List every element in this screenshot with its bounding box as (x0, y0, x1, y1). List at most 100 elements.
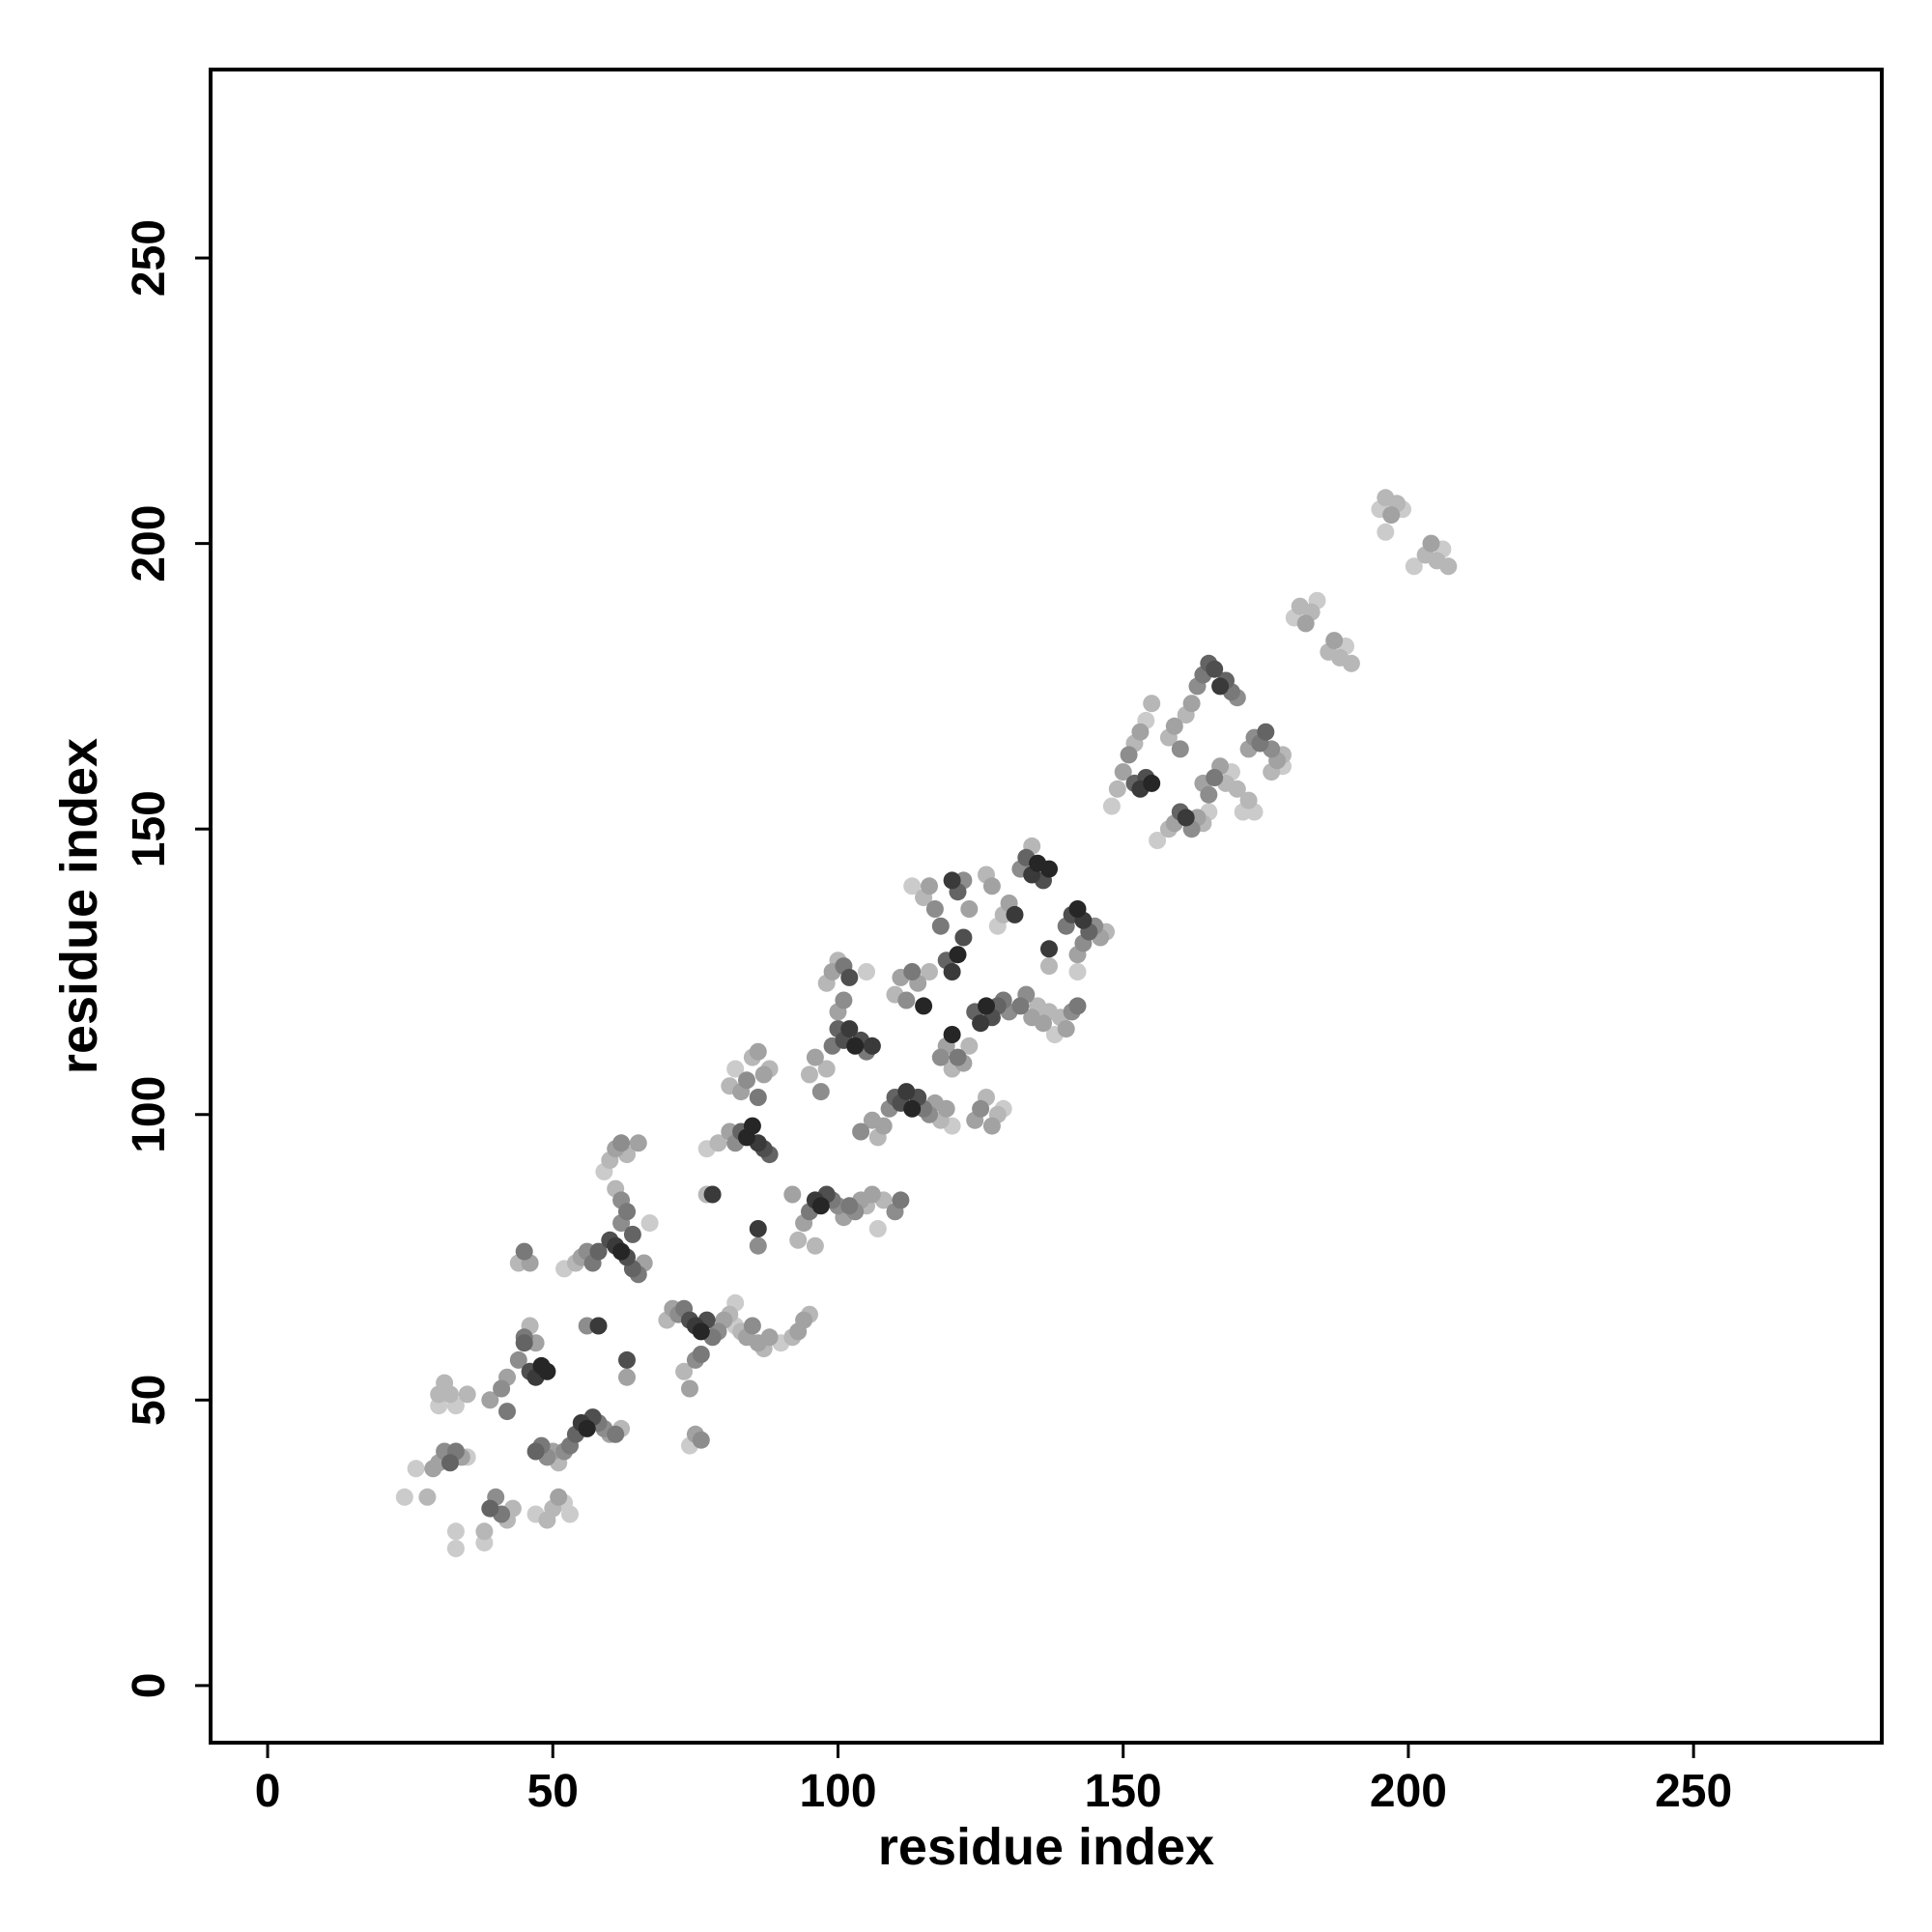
data-point (589, 1242, 608, 1261)
data-point (943, 1026, 961, 1043)
data-point (623, 1225, 641, 1243)
data-point (1171, 740, 1189, 758)
data-point (675, 1362, 694, 1380)
data-point (1405, 557, 1423, 576)
data-point (526, 1442, 545, 1461)
data-point (811, 1083, 830, 1101)
data-point (1068, 963, 1087, 980)
data-point (949, 1048, 967, 1066)
data-point (892, 1191, 910, 1209)
data-point (978, 997, 995, 1015)
data-point (446, 1540, 465, 1557)
data-point (852, 1122, 870, 1141)
data-point (789, 1231, 808, 1249)
data-point (1377, 523, 1395, 541)
data-point (846, 1037, 865, 1055)
data-point (1342, 654, 1360, 672)
data-point (1206, 660, 1224, 678)
data-point (578, 1419, 596, 1437)
data-point (726, 1060, 745, 1078)
data-point (903, 1099, 922, 1118)
data-point (1422, 534, 1440, 553)
data-point (1068, 997, 1087, 1015)
data-point (629, 1134, 647, 1152)
data-points (395, 489, 1458, 1557)
x-tick-label: 200 (1370, 1766, 1447, 1817)
y-axis-title: residue index (50, 738, 108, 1074)
x-tick-label: 50 (527, 1766, 579, 1817)
data-point (749, 1236, 767, 1255)
data-point (743, 1317, 761, 1335)
data-point (612, 1242, 631, 1261)
data-point (960, 1037, 979, 1055)
data-point (982, 877, 1001, 895)
data-point (1228, 780, 1246, 798)
data-point (749, 1220, 767, 1237)
data-point (972, 1099, 990, 1118)
data-point (1206, 769, 1224, 786)
data-point (806, 1236, 824, 1255)
data-point (607, 1425, 625, 1443)
data-point (801, 1065, 818, 1084)
data-point (949, 946, 967, 964)
data-point (897, 1083, 916, 1101)
data-point (446, 1522, 465, 1541)
data-point (515, 1334, 533, 1352)
data-point (1114, 763, 1132, 781)
data-point (1382, 506, 1401, 525)
y-tick-label: 250 (124, 219, 175, 297)
data-point (931, 1048, 950, 1066)
data-point (1143, 774, 1161, 792)
data-point (1102, 797, 1121, 815)
y-tick-label: 200 (124, 505, 175, 582)
data-point (418, 1488, 437, 1506)
data-point (550, 1488, 568, 1506)
data-point (897, 991, 916, 1009)
data-point (743, 1117, 761, 1135)
data-point (1108, 780, 1126, 798)
data-point (1040, 860, 1058, 878)
data-point (1006, 905, 1024, 923)
data-point (1040, 940, 1058, 958)
x-axis-title: residue index (878, 1818, 1214, 1876)
data-point (618, 1368, 636, 1386)
data-point (749, 1042, 767, 1061)
data-point (481, 1391, 499, 1409)
data-point (1177, 809, 1195, 827)
data-point (1439, 557, 1458, 576)
data-point (618, 1350, 636, 1369)
data-point (874, 1117, 893, 1135)
data-point (498, 1403, 516, 1421)
data-point (960, 900, 979, 918)
data-point (1011, 997, 1030, 1015)
data-point (754, 1065, 773, 1084)
data-point (458, 1385, 476, 1404)
data-point (840, 1197, 859, 1215)
data-point (943, 963, 961, 980)
data-point (692, 1346, 710, 1363)
data-point (738, 1071, 755, 1090)
x-tick-label: 0 (255, 1766, 281, 1817)
data-point (1325, 632, 1344, 650)
data-point (921, 877, 938, 895)
data-point (863, 1037, 881, 1055)
data-point (863, 1185, 881, 1204)
data-point (749, 1089, 767, 1106)
data-point (395, 1488, 413, 1506)
data-point (1239, 791, 1258, 810)
data-point (709, 1134, 727, 1152)
data-point (835, 991, 853, 1009)
data-point (618, 1203, 636, 1221)
data-point (840, 1020, 859, 1038)
x-tick-label: 250 (1655, 1766, 1732, 1817)
data-point (806, 1048, 824, 1066)
data-point (703, 1185, 722, 1204)
data-point (407, 1460, 425, 1478)
data-point (681, 1379, 698, 1398)
data-point (1149, 832, 1167, 849)
y-tick-label: 0 (124, 1673, 175, 1699)
data-point (1200, 785, 1218, 804)
data-point (1040, 957, 1058, 976)
